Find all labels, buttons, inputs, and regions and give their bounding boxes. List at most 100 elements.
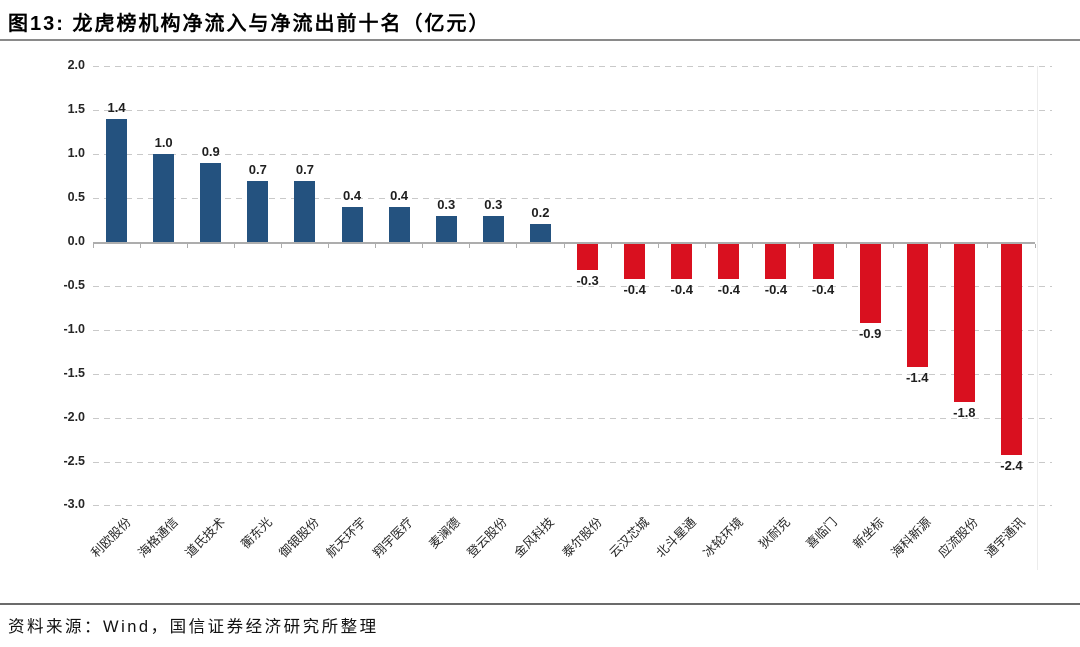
- grid-line: [93, 110, 1052, 112]
- grid-line: [93, 417, 1052, 419]
- source-note: 资料来源：Wind，国信证券经济研究所整理: [8, 618, 379, 636]
- bar: [812, 244, 834, 280]
- x-category-label: 泰尔股份: [559, 515, 605, 561]
- title-divider: [0, 39, 1080, 41]
- x-category-label: 利欧股份: [88, 515, 134, 561]
- bar-value-label: 0.2: [531, 205, 550, 221]
- grid-line: [93, 198, 1052, 200]
- bar: [859, 244, 881, 324]
- bar: [294, 180, 316, 242]
- x-axis-line: [93, 242, 1035, 244]
- bar: [577, 244, 599, 271]
- x-axis-tick: [422, 244, 424, 248]
- plot-right-border: [1037, 66, 1038, 570]
- bar: [529, 224, 551, 242]
- bar-value-label: 0.3: [437, 196, 456, 212]
- bar: [200, 162, 222, 242]
- bar: [153, 154, 175, 242]
- x-axis-tick: [893, 244, 895, 248]
- bar-value-label: 1.0: [154, 135, 173, 151]
- bar: [247, 180, 269, 242]
- bar-value-label: -0.4: [717, 282, 741, 298]
- x-axis-tick: [186, 244, 188, 248]
- bar: [1000, 244, 1022, 455]
- x-axis-tick: [92, 244, 94, 248]
- bar: [624, 244, 646, 280]
- bar-value-label: -0.4: [623, 282, 646, 298]
- x-axis-tick: [987, 244, 989, 248]
- bar: [906, 244, 928, 367]
- x-axis-tick: [516, 244, 518, 248]
- x-axis-tick: [704, 244, 706, 248]
- x-axis-tick: [610, 244, 612, 248]
- bar: [106, 119, 128, 242]
- grid-line: [93, 329, 1052, 331]
- x-category-label: 御银股份: [276, 515, 322, 561]
- grid-line: [93, 505, 1052, 507]
- x-axis-tick: [1034, 244, 1036, 248]
- grid-line: [93, 461, 1052, 463]
- x-axis-tick: [233, 244, 235, 248]
- bar: [435, 215, 457, 242]
- bar-value-label: 0.9: [201, 143, 220, 159]
- footer-divider: [0, 603, 1080, 605]
- x-category-label: 云汉芯城: [606, 515, 652, 561]
- x-category-label: 海格通信: [135, 515, 181, 561]
- x-category-label: 航天环宇: [323, 515, 369, 561]
- y-tick-label: -3.0: [63, 497, 85, 512]
- x-axis-tick: [563, 244, 565, 248]
- y-tick-label: 1.0: [67, 146, 85, 161]
- figure-title: 图13: 龙虎榜机构净流入与净流出前十名（亿元）: [8, 13, 491, 35]
- x-axis-tick: [139, 244, 141, 248]
- x-axis-tick: [751, 244, 753, 248]
- bar: [953, 244, 975, 403]
- x-category-label: 冰轮环境: [700, 515, 746, 561]
- bar-value-label: -1.8: [953, 405, 976, 421]
- y-tick-label: 0.5: [67, 190, 85, 205]
- bar-value-label: -0.3: [576, 273, 599, 289]
- y-tick-label: 0.0: [67, 234, 85, 248]
- x-category-label: 北斗星通: [653, 515, 699, 561]
- y-tick-label: -2.5: [63, 453, 85, 468]
- y-tick-label: -2.0: [63, 409, 85, 424]
- bar-value-label: 0.4: [390, 187, 409, 203]
- bar-value-label: 0.7: [248, 161, 267, 177]
- x-axis-tick: [469, 244, 471, 248]
- x-category-label: 狄耐克: [756, 515, 793, 552]
- bar: [671, 244, 693, 280]
- y-tick-label: 2.0: [67, 58, 85, 73]
- bar-value-label: -0.4: [670, 282, 693, 298]
- bar-value-label: 1.4: [107, 100, 126, 116]
- bar-value-label: -1.4: [906, 369, 929, 385]
- grid-line: [93, 154, 1052, 156]
- bar: [341, 206, 363, 242]
- bar-value-label: 0.3: [484, 196, 503, 212]
- x-axis-tick: [799, 244, 800, 248]
- x-axis-tick: [846, 244, 848, 248]
- bar-value-label: 0.4: [343, 187, 362, 203]
- x-category-label: 通宇通讯: [983, 515, 1029, 561]
- x-axis-tick: [940, 244, 942, 248]
- bar-value-label: -0.4: [764, 282, 788, 298]
- y-tick-label: -1.0: [63, 321, 85, 336]
- x-axis-tick: [328, 244, 329, 248]
- x-category-label: 喜临门: [803, 515, 840, 552]
- x-axis-tick: [657, 244, 659, 248]
- bar-value-label: -0.9: [858, 326, 882, 342]
- x-category-label: 金风科技: [512, 515, 558, 561]
- bar-value-label: -2.4: [1000, 457, 1023, 473]
- bar: [482, 215, 504, 242]
- grid-line: [93, 66, 1052, 68]
- y-tick-label: -1.5: [63, 365, 85, 380]
- bar: [765, 244, 787, 280]
- bar: [718, 244, 740, 280]
- grid-line: [93, 285, 1052, 287]
- y-tick-label: -0.5: [63, 277, 85, 292]
- x-axis-tick: [280, 244, 282, 248]
- bar-value-label: 0.7: [295, 161, 314, 177]
- x-category-label: 道氏技术: [182, 515, 228, 561]
- x-category-label: 蘅东光: [238, 515, 275, 552]
- x-axis-tick: [375, 244, 377, 248]
